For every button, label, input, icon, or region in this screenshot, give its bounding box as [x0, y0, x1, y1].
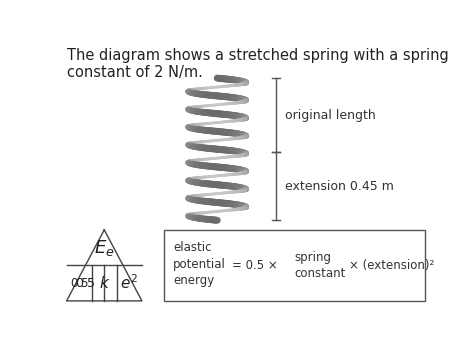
Text: $k$: $k$ — [99, 275, 110, 291]
Text: extension 0.45 m: extension 0.45 m — [285, 180, 394, 193]
Text: elastic
potential
energy: elastic potential energy — [173, 241, 226, 287]
Text: × (extension)²: × (extension)² — [349, 259, 435, 272]
Text: 0.5: 0.5 — [75, 277, 95, 290]
Bar — [164, 230, 425, 301]
Text: spring
constant: spring constant — [294, 251, 346, 280]
Text: original length: original length — [285, 109, 376, 121]
Text: = 0.5 ×: = 0.5 × — [232, 259, 278, 272]
Text: $e^2$: $e^2$ — [120, 274, 138, 293]
Text: 0.5: 0.5 — [70, 277, 88, 290]
Text: $E_e$: $E_e$ — [94, 237, 115, 258]
Text: The diagram shows a stretched spring with a spring
constant of 2 N/m.: The diagram shows a stretched spring wit… — [66, 48, 448, 81]
